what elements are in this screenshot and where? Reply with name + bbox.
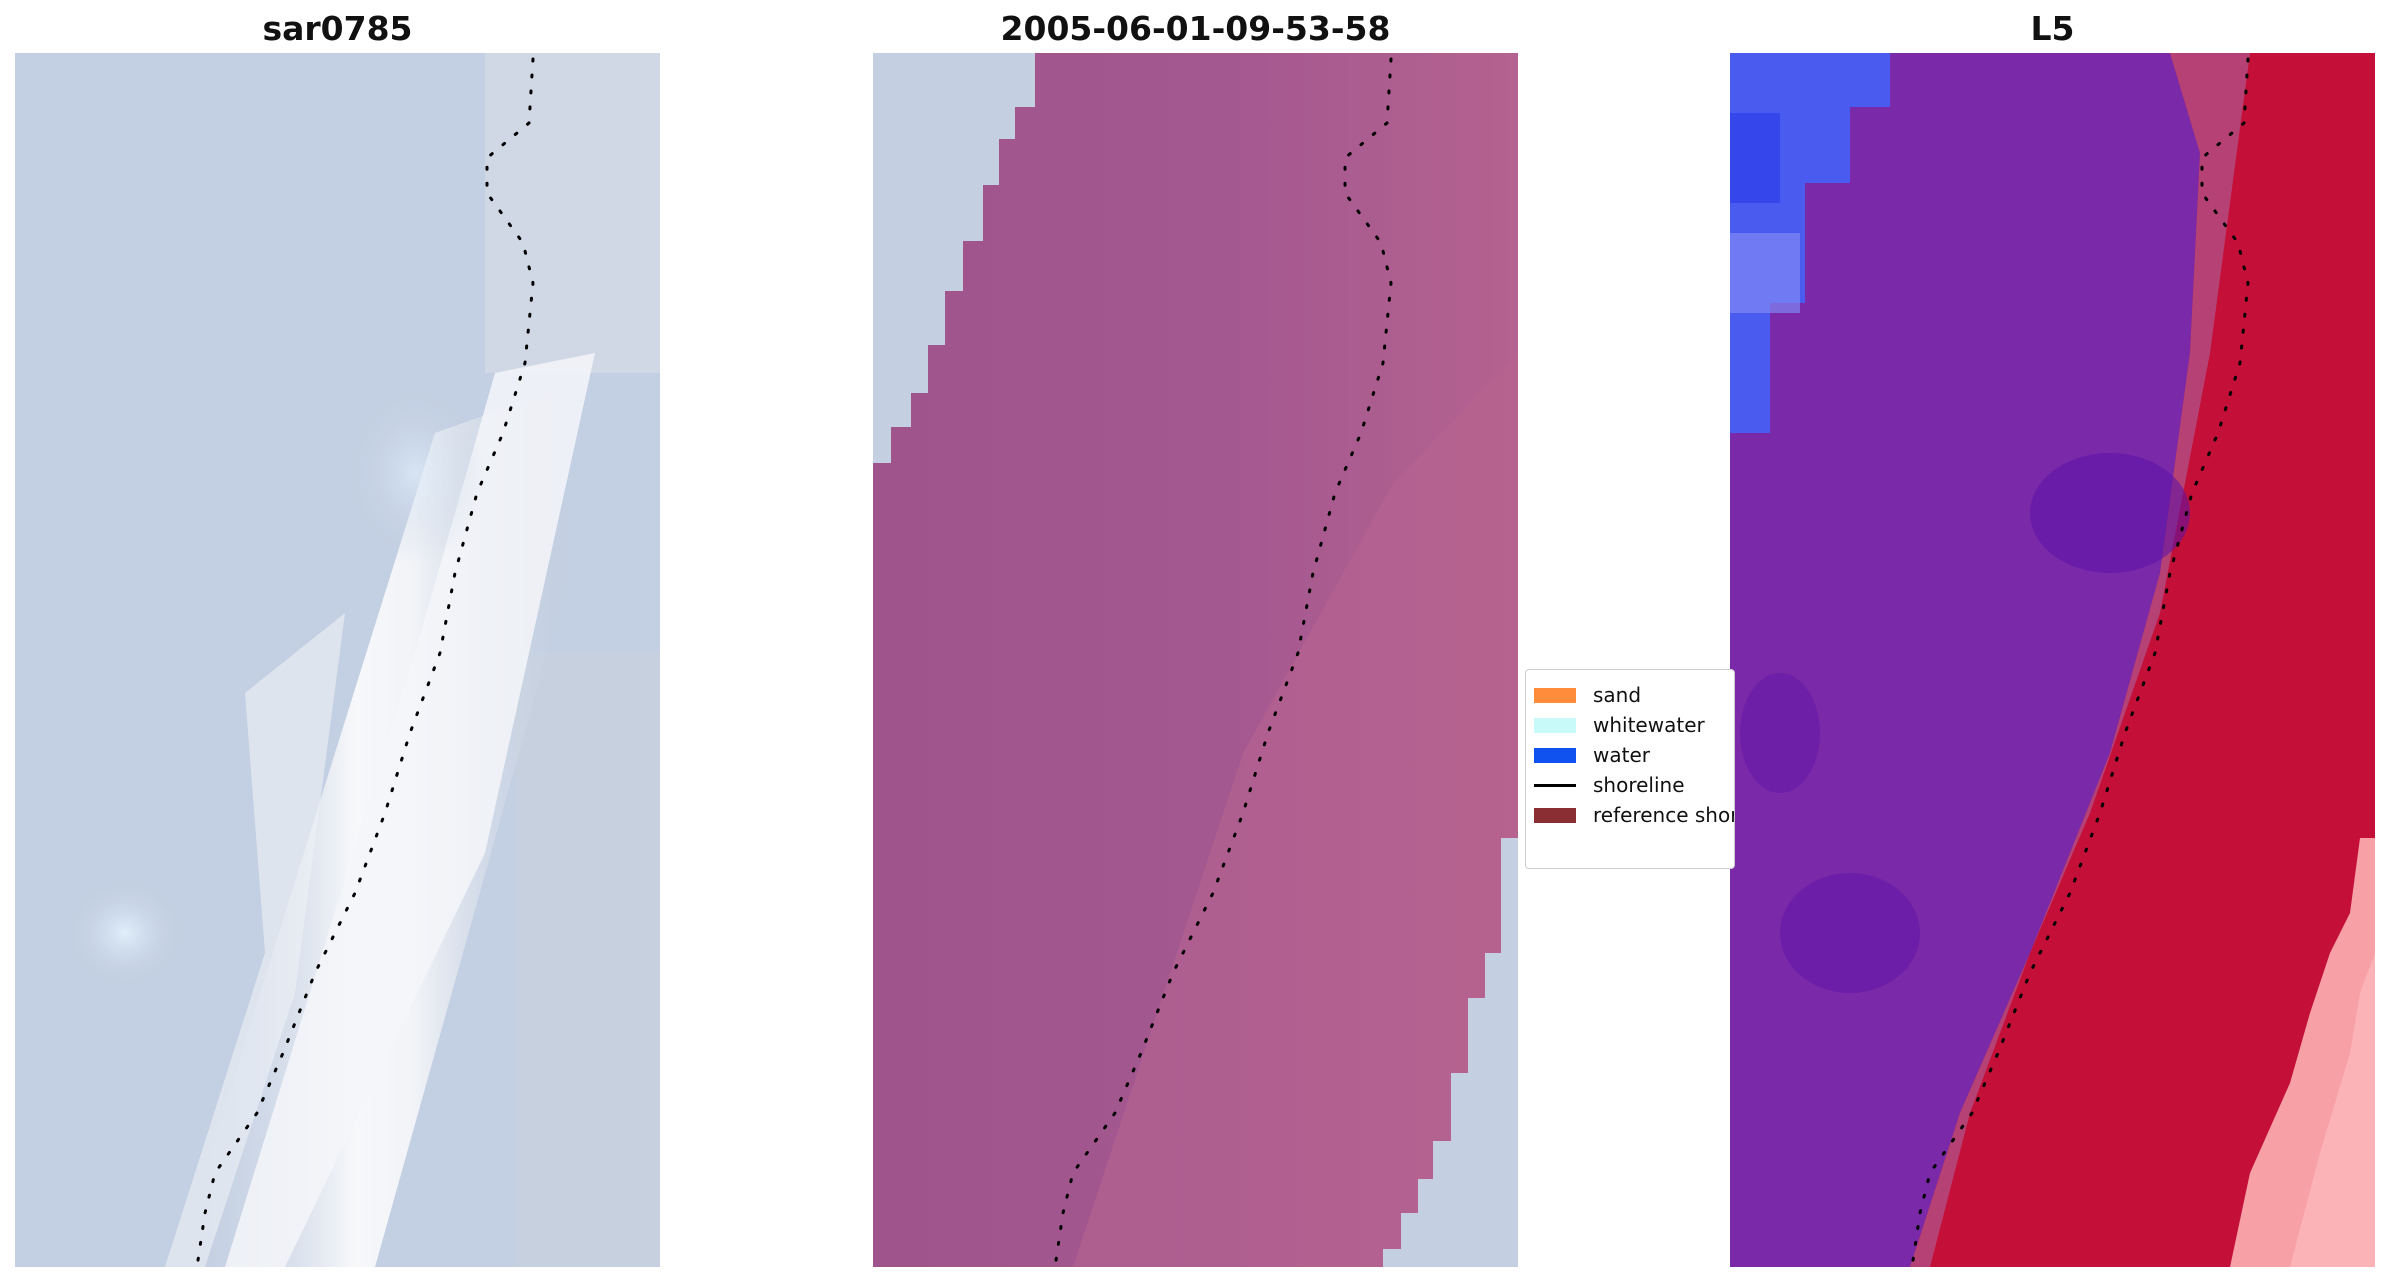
legend-item-reference-shoreline: reference shoreline [1534, 800, 1735, 830]
rgb-image [15, 53, 660, 1267]
legend-item-shoreline: shoreline [1534, 770, 1685, 800]
legend-label-water: water [1593, 743, 1650, 767]
panel-title-date: 2005-06-01-09-53-58 [1000, 9, 1391, 48]
rgb-image-panel [15, 53, 660, 1267]
legend-item-sand: sand [1534, 680, 1641, 710]
classification-panel [873, 53, 1518, 1267]
panel-title-sar: sar0785 [262, 9, 413, 48]
legend-item-whitewater: whitewater [1534, 710, 1705, 740]
legend-swatch-water [1534, 747, 1576, 763]
legend-line-shoreline [1534, 783, 1576, 787]
legend-label-sand: sand [1593, 683, 1642, 707]
legend-label-reference-shoreline: reference shoreline [1593, 803, 1735, 827]
legend: sand whitewater water shoreline referenc… [1525, 669, 1735, 869]
legend-swatch-reference-shoreline [1534, 807, 1576, 823]
panel-title-l5: L5 [2030, 9, 2075, 48]
legend-label-shoreline: shoreline [1593, 773, 1685, 797]
legend-swatch-sand [1534, 687, 1576, 703]
classification-image [873, 53, 1518, 1267]
legend-swatch-whitewater [1534, 717, 1576, 733]
l5-image [1730, 53, 2375, 1267]
legend-label-whitewater: whitewater [1593, 713, 1705, 737]
legend-item-water: water [1534, 740, 1650, 770]
l5-panel [1730, 53, 2375, 1267]
